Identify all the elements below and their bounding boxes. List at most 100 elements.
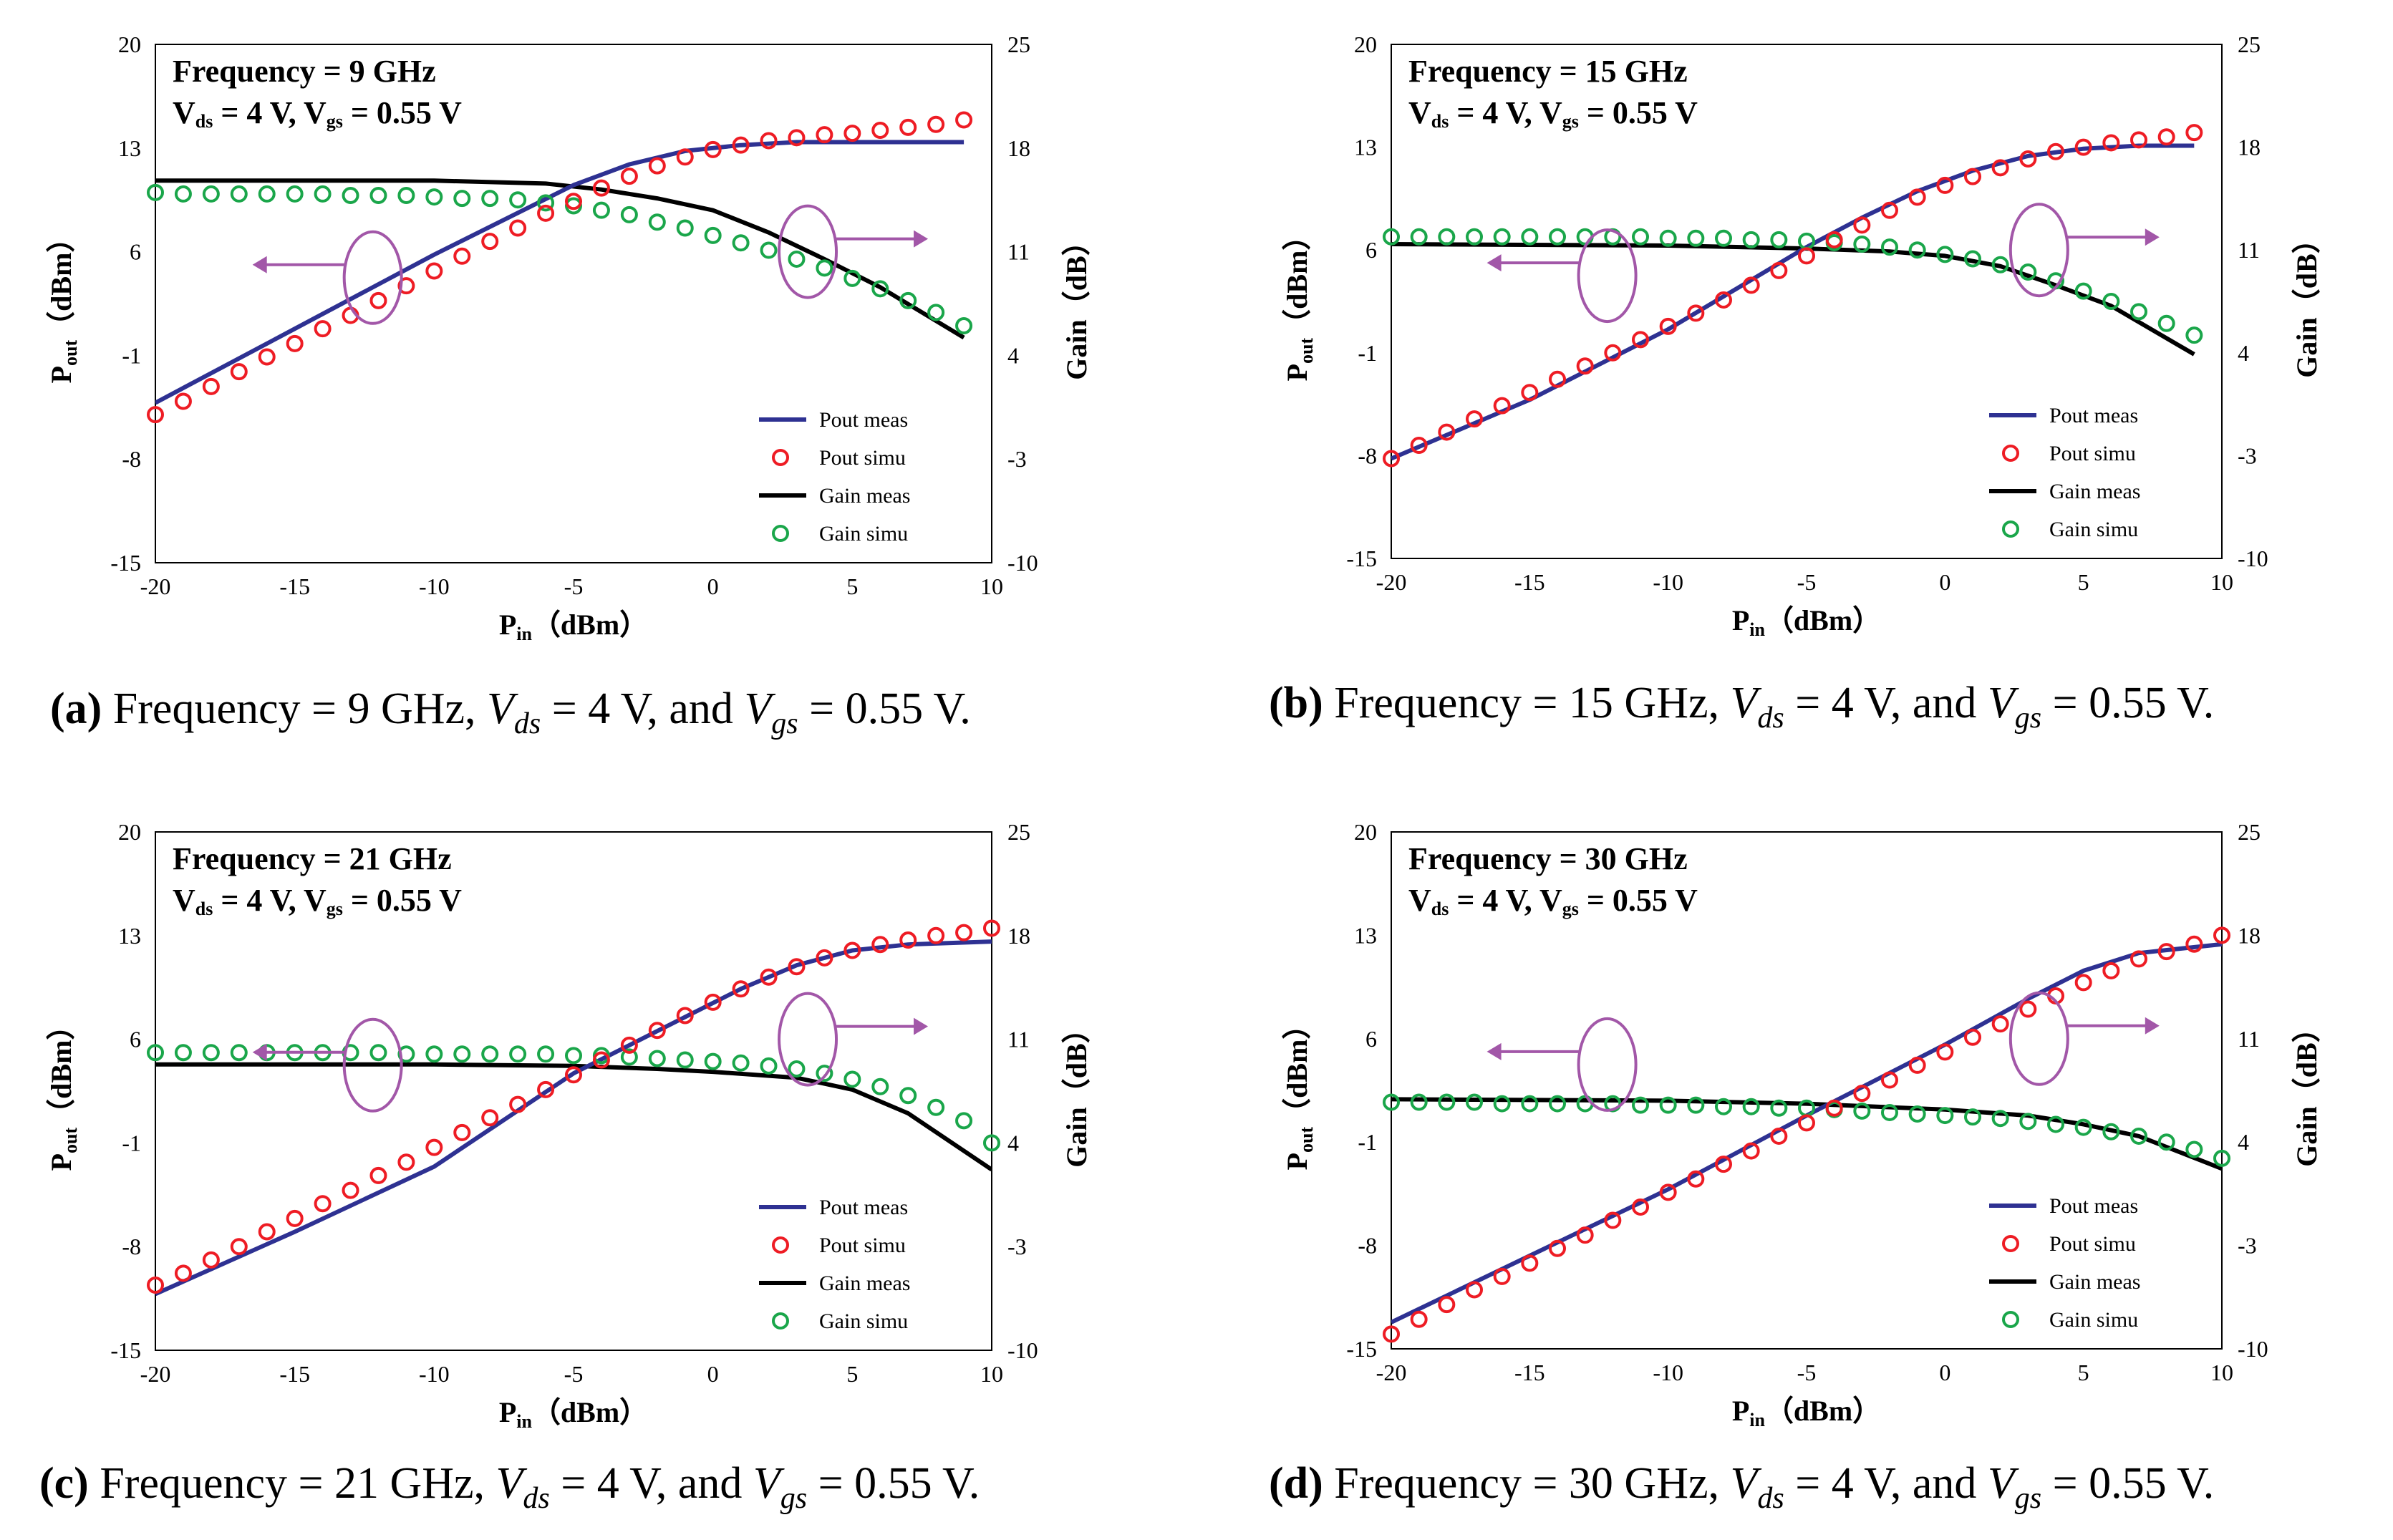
pout-simu-point: [1715, 1156, 1732, 1173]
gain-simu-point: [286, 185, 304, 203]
left-arrow-head: [1486, 1042, 1502, 1060]
legend-swatch-gain-simu: [2002, 1311, 2019, 1328]
gain-simu-point: [1881, 1103, 1898, 1121]
y-tick-label: 13: [1354, 135, 1377, 160]
pout-simu-point: [2102, 962, 2120, 979]
gain-simu-point: [816, 1065, 833, 1083]
gain-simu-point: [1742, 231, 1760, 248]
pout-simu-point: [1853, 1085, 1871, 1103]
y-tick-label: -15: [1346, 546, 1377, 571]
pout-simu-point: [816, 126, 833, 144]
x-tick-label: 10: [980, 1361, 1003, 1387]
pout-simu-point: [1687, 1170, 1705, 1188]
x-tick-label: -10: [1653, 569, 1683, 595]
pout-simu-point: [1770, 261, 1788, 279]
gain-simu-point: [899, 291, 917, 309]
pout-simu-point: [147, 1276, 164, 1294]
x-tick-label: 0: [707, 573, 719, 599]
gain-simu-point: [2019, 263, 2037, 281]
gain-simu-point: [509, 191, 527, 209]
pout-simu-point: [453, 247, 471, 265]
pout-simu-point: [286, 334, 304, 352]
gain-simu-point: [2213, 1149, 2230, 1167]
gain-simu-point: [676, 219, 694, 237]
pout-simu-point: [676, 148, 694, 166]
gain-simu-point: [537, 1045, 555, 1063]
y-tick-label: -15: [110, 1337, 141, 1363]
gain-simu-point: [676, 1051, 694, 1069]
pout-simu-point: [2102, 134, 2120, 152]
x-tick-label: 0: [1939, 569, 1950, 595]
chart-panel-c: -20 -15 -10 -5 0 5 10-15-8-161320-10-34111825P…: [39, 819, 1093, 1515]
gain-simu-point: [760, 1057, 778, 1075]
plot-frame: [155, 831, 992, 1351]
pout-simu-point: [369, 1166, 387, 1184]
gain-simu-point: [843, 269, 861, 287]
y2-tick-label: 4: [1007, 342, 1019, 368]
gain-simu-point: [1908, 241, 1926, 259]
x-tick-label: 5: [846, 573, 858, 599]
gain-simu-point: [537, 194, 555, 212]
gain-simu-point: [1632, 228, 1649, 246]
pout-simu-point: [481, 1109, 499, 1127]
gain-simu-point: [1687, 1096, 1705, 1114]
panel-caption: (d) Frequency = 30 GHz, Vds = 4 V, and V…: [1269, 1459, 2214, 1515]
pout-simu-point: [2157, 128, 2175, 146]
pout-simu-point: [899, 118, 917, 136]
pout-simu-point: [174, 392, 192, 410]
gain-simu-point: [202, 1044, 220, 1062]
gain-simu-point: [983, 1134, 1000, 1152]
pout-curve-marker-ellipse: [1577, 1017, 1638, 1112]
gain-simu-point: [1493, 228, 1511, 246]
pout-simu-point: [1659, 1183, 1677, 1201]
pout-simu-point: [1908, 188, 1926, 206]
gain-simu-point: [397, 186, 415, 204]
pout-simu-point: [704, 993, 722, 1011]
pout-curve-marker-ellipse: [342, 230, 403, 325]
pout-simu-point: [1825, 231, 1843, 248]
pout-simu-point: [760, 132, 778, 150]
gain-simu-point: [592, 201, 610, 219]
pout-simu-point: [927, 926, 945, 944]
y2-tick-label: -10: [2238, 1336, 2268, 1362]
pout-simu-point: [1715, 291, 1732, 309]
annotation-frequency: Frequency = 9 GHz: [173, 54, 436, 89]
gain-simu-point: [1632, 1096, 1649, 1114]
y2-axis-title: Gain（dB）: [1060, 1014, 1093, 1167]
gain-simu-point: [955, 317, 973, 335]
legend-label-pout-meas: Pout meas: [2049, 1194, 2138, 1218]
gain-simu-point: [871, 1077, 889, 1095]
pout-simu-point: [871, 936, 889, 954]
left-arrow-head: [1486, 254, 1502, 272]
y-tick-label: -8: [122, 446, 141, 472]
y2-axis-title: Gain（dB）: [1060, 227, 1093, 379]
y2-tick-label: 11: [2238, 1026, 2260, 1052]
annotation-frequency: Frequency = 21 GHz: [173, 841, 452, 876]
legend-label-pout-simu: Pout simu: [819, 1234, 906, 1257]
gain-simu-point: [704, 226, 722, 244]
pout-simu-point: [1936, 1043, 1954, 1061]
pout-simu-point: [425, 1138, 443, 1156]
pout-simu-point: [1466, 1281, 1483, 1299]
y-tick-label: 6: [1365, 237, 1377, 263]
plot-frame: [1391, 44, 2223, 559]
pout-simu-point: [1770, 1127, 1788, 1145]
pout-simu-point: [1964, 1028, 1981, 1046]
legend-swatch-gain-simu: [2002, 520, 2019, 538]
pout-simu-point: [816, 949, 833, 967]
pout-simu-point: [1687, 304, 1705, 322]
gain-simu-point: [202, 185, 220, 203]
y-axis-title: Pout（dBm）: [45, 224, 81, 384]
x-axis-title: Pin（dBm）: [499, 1396, 648, 1432]
pout-simu-point: [1964, 168, 1981, 185]
gain-simu-point: [1466, 228, 1483, 246]
y2-tick-label: 4: [2238, 1129, 2249, 1155]
right-arrow-head: [2145, 1017, 2160, 1035]
y2-tick-label: 25: [1007, 819, 1030, 845]
y2-tick-label: -3: [2238, 442, 2257, 468]
panel-caption: (b) Frequency = 15 GHz, Vds = 4 V, and V…: [1269, 679, 2214, 735]
x-tick-label: -20: [1376, 569, 1407, 595]
gain-simu-point: [2074, 1118, 2092, 1136]
pout-simu-point: [2157, 943, 2175, 961]
gain-simu-point: [1715, 1098, 1732, 1115]
